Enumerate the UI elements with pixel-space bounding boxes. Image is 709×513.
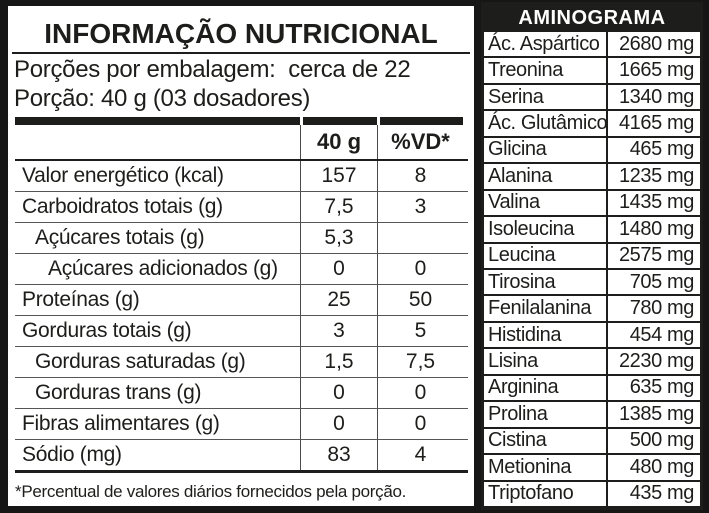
nutrient-amount: 157 (300, 161, 377, 191)
column-header-amount: 40 g (300, 125, 377, 159)
nutrient-row: Carboidratos totais (g) 7,5 3 (15, 192, 468, 223)
amino-acid-name: Fenilalanina (484, 296, 606, 321)
amino-acid-value: 1340 mg (608, 84, 700, 110)
nutrient-amount: 1,5 (300, 347, 377, 377)
amino-acid-name: Treonina (484, 58, 606, 83)
amino-acid-name: Valina (484, 190, 606, 216)
nutrient-label: Açúcares totais (g) (35, 226, 205, 249)
nutrient-vd: 8 (377, 161, 463, 191)
nutrient-amount: 7,5 (300, 192, 377, 222)
nutrient-vd: 5 (377, 316, 463, 346)
nutrient-row: Açúcares adicionados (g) 0 0 (15, 254, 468, 285)
nutrient-label: Gorduras trans (g) (35, 381, 202, 404)
amino-acid-value: 1480 mg (608, 217, 700, 242)
amino-acid-value: 1435 mg (608, 190, 700, 216)
nutrient-row: Valor energético (kcal) 157 8 (15, 161, 468, 192)
nutrient-vd: 7,5 (377, 347, 463, 377)
nutrient-amount: 83 (300, 440, 377, 470)
amino-acid-value: 705 mg (608, 270, 700, 295)
amino-acid-value: 454 mg (608, 322, 700, 348)
servings-per-package: Porções por embalagem: cerca de 22 (14, 56, 411, 83)
amino-acid-name: Serina (484, 84, 606, 110)
amino-acid-name: Alanina (484, 164, 606, 189)
amino-acid-value: 1385 mg (608, 402, 700, 427)
nutrition-table: 40 g %VD* Valor energético (kcal) 157 8 … (15, 117, 468, 473)
nutrition-rows: Valor energético (kcal) 157 8 Carboidrat… (15, 161, 468, 471)
amino-acid-value: 500 mg (608, 428, 700, 454)
nutrient-label: Gorduras totais (g) (22, 319, 192, 342)
amino-acid-name: Glicina (484, 137, 606, 163)
nutrient-vd (377, 223, 463, 253)
nutrition-facts-panel: INFORMAÇÃO NUTRICIONAL Porções por embal… (8, 6, 474, 506)
amino-acid-name: Arginina (484, 375, 606, 401)
nutrient-vd: 50 (377, 285, 463, 315)
amino-acid-name: Metionina (484, 455, 606, 480)
amino-acid-name: Ác. Aspártico (484, 32, 606, 57)
nutrient-label: Valor energético (kcal) (22, 164, 224, 187)
table-bottom-rule (15, 470, 468, 473)
nutrient-amount: 0 (300, 254, 377, 284)
nutrition-title: INFORMAÇÃO NUTRICIONAL (44, 18, 438, 49)
aminogram-title: AMINOGRAMA (518, 7, 666, 29)
column-header-blank (15, 125, 300, 159)
daily-value-footnote: *Percentual de valores diários fornecido… (15, 482, 407, 501)
nutrient-row: Gorduras saturadas (g) 1,5 7,5 (15, 347, 468, 378)
nutrient-label: Sódio (mg) (22, 443, 122, 466)
amino-acid-value: 4165 mg (608, 111, 700, 136)
nutrient-amount: 5,3 (300, 223, 377, 253)
amino-acid-value: 2230 mg (608, 349, 700, 374)
nutrient-label: Açúcares adicionados (g) (48, 257, 278, 280)
portion-size: Porção: 40 g (03 dosadores) (14, 85, 311, 112)
amino-acid-value: 635 mg (608, 375, 700, 401)
nutrient-row: Gorduras trans (g) 0 0 (15, 378, 468, 409)
column-header-vd: %VD* (377, 125, 463, 159)
nutrient-row: Açúcares totais (g) 5,3 (15, 223, 468, 254)
table-top-bar (15, 117, 468, 125)
nutrient-amount: 25 (300, 285, 377, 315)
nutrient-label: Gorduras saturadas (g) (35, 350, 246, 373)
nutrient-row: Sódio (mg) 83 4 (15, 440, 468, 471)
amino-acid-name: Cistina (484, 428, 606, 454)
nutrient-vd: 3 (377, 192, 463, 222)
nutrient-label: Fibras alimentares (g) (22, 412, 220, 435)
nutrient-amount: 3 (300, 316, 377, 346)
amino-acid-value: 1665 mg (608, 58, 700, 83)
aminogram-panel: AMINOGRAMA Ác. Aspártico 2680 mg Treonin… (481, 2, 703, 510)
amino-acid-value: 435 mg (608, 481, 700, 506)
nutrient-label: Carboidratos totais (g) (22, 195, 223, 218)
amino-acid-name: Ác. Glutâmico (484, 111, 606, 136)
amino-acid-name: Leucina (484, 243, 606, 268)
amino-acid-value: 480 mg (608, 455, 700, 480)
amino-acid-value: 2575 mg (608, 243, 700, 268)
nutrient-row: Proteínas (g) 25 50 (15, 285, 468, 316)
nutrient-amount: 0 (300, 409, 377, 439)
nutrient-label: Proteínas (g) (22, 288, 140, 311)
table-header-row: 40 g %VD* (15, 125, 468, 161)
amino-acid-name: Tirosina (484, 270, 606, 295)
amino-acid-name: Isoleucina (484, 217, 606, 242)
amino-acid-name: Histidina (484, 322, 606, 348)
amino-acid-value: 465 mg (608, 137, 700, 163)
amino-acid-value: 2680 mg (608, 32, 700, 57)
aminogram-table: Ác. Aspártico 2680 mg Treonina 1665 mg S… (484, 32, 700, 506)
nutrient-amount: 0 (300, 378, 377, 408)
nutrient-row: Fibras alimentares (g) 0 0 (15, 409, 468, 440)
nutrient-vd: 4 (377, 440, 463, 470)
amino-acid-name: Prolina (484, 402, 606, 427)
nutrient-vd: 0 (377, 409, 463, 439)
amino-acid-value: 1235 mg (608, 164, 700, 189)
nutrient-row: Gorduras totais (g) 3 5 (15, 316, 468, 347)
nutrient-vd: 0 (377, 254, 463, 284)
amino-acid-name: Lisina (484, 349, 606, 374)
amino-acid-name: Triptofano (484, 481, 606, 506)
title-divider (12, 52, 470, 54)
nutrient-vd: 0 (377, 378, 463, 408)
amino-acid-value: 780 mg (608, 296, 700, 321)
